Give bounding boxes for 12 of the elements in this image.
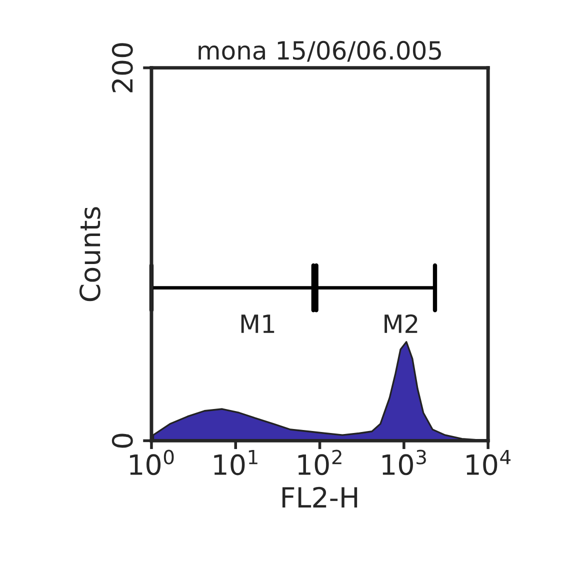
x-axis-title: FL2-H: [282, 486, 358, 508]
x-tick-label: 10$^{4}$: [466, 450, 511, 476]
y-axis-title: Counts: [79, 207, 100, 302]
y-tick-label: 0: [112, 434, 133, 448]
chart-title: mona 15/06/06.005: [198, 40, 441, 62]
x-tick-label: 10$^{1}$: [214, 450, 258, 476]
y-tick-label: 200: [112, 43, 133, 92]
series-label: M1: [241, 314, 274, 333]
x-tick-label: 10$^{3}$: [382, 450, 426, 476]
x-tick-label: 10$^{0}$: [130, 450, 174, 476]
x-tick-label: 10$^{2}$: [298, 450, 342, 476]
legend-label: M2: [384, 314, 418, 333]
